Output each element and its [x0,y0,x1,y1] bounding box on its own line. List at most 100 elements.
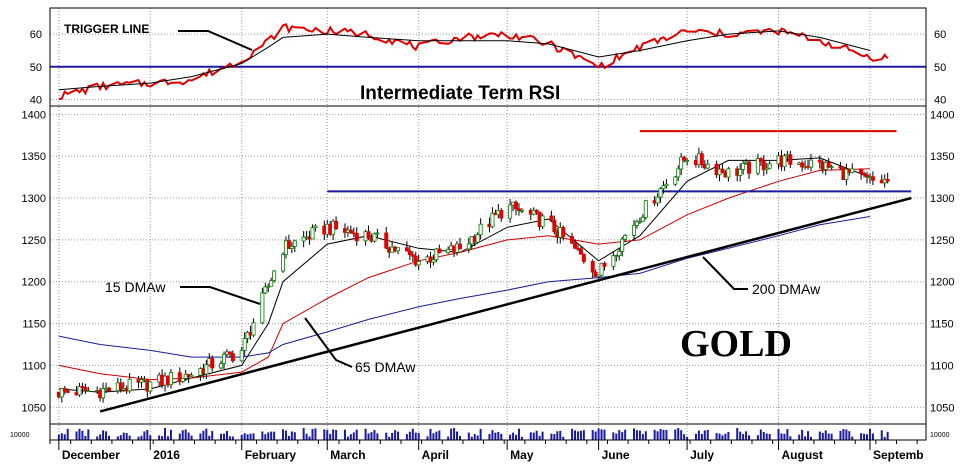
volume-bar [143,431,146,440]
candle-body [620,238,625,252]
volume-bar [715,433,718,440]
candle-body [222,353,227,364]
volume-bar [149,435,152,440]
volume-bar [529,432,532,440]
volume-bar [839,430,842,440]
candle-body [272,270,277,282]
volume-bar [314,428,317,440]
volume-bar [458,435,461,440]
volume-bar [706,429,709,440]
candle-body [519,209,524,212]
candle-body [242,338,247,351]
candle-body [289,246,294,249]
candle-body [266,285,271,288]
volume-bar [556,431,559,440]
y-tick-label-left: 1150 [22,319,46,331]
volume-bar [562,436,565,440]
y-tick-label-left: 1250 [22,235,46,247]
volume-bar [225,430,228,440]
volume-bar [582,430,585,440]
volume-bar [388,436,391,440]
volume-bar [78,428,81,440]
candle-body [747,161,752,174]
volume-bar [473,434,476,440]
volume-bar [208,435,211,440]
volume-bar [343,429,346,440]
volume-bar [703,430,706,440]
candle-body [366,231,371,239]
volume-bar [335,430,338,440]
candle-body [348,229,353,234]
volume-bar [718,433,721,440]
volume-bar [414,432,417,440]
volume-bar [405,434,408,440]
volume-bar [866,434,869,440]
volume-bar [517,428,520,440]
label-200dmaw: 200 DMAw [752,281,821,297]
volume-bar [520,436,523,440]
volume-bar [223,433,226,440]
volume-bar [267,432,270,440]
trigger-line-pointer [178,30,253,51]
candle-body [260,292,265,324]
volume-bar [311,428,314,440]
volume-bar [63,434,66,440]
volume-bar [178,433,181,440]
volume-bar [57,434,60,440]
y-tick-label-left: 1100 [22,360,46,372]
candle-body [673,176,678,185]
candle-body [640,216,645,222]
volume-bar [364,428,367,440]
volume-bar [809,436,812,440]
rsi-tick-label-right: 60 [934,29,946,41]
candle-body [599,262,604,276]
volume-bar [842,428,845,440]
candle-body [404,247,409,252]
volume-bar [479,428,482,440]
volume-bar [638,430,641,440]
volume-bar [694,433,697,440]
candle-body [334,220,339,230]
volume-bar [187,432,190,440]
price-panel [56,130,912,413]
x-tick-label: May [510,448,534,462]
x-tick-label: Septemb [873,448,924,462]
candle-body [859,168,864,174]
volume-bar [653,429,656,440]
volume-bar [818,431,821,440]
volume-bar [512,432,515,440]
volume-bar [488,433,491,440]
candle-body [679,156,684,170]
volume-bar [332,429,335,440]
candle-body [372,233,377,242]
volume-bar [249,433,252,440]
candle-body [658,188,663,198]
volume-bar [128,435,131,440]
volume-bar [228,436,231,440]
candle-body [286,240,291,249]
y-tick-label-right: 1250 [930,235,954,247]
volume-bar [252,433,255,440]
volume-bar [662,429,665,440]
volume-panel [57,428,889,440]
volume-bar [780,433,783,440]
volume-bar [220,433,223,440]
candle-body [65,390,70,393]
volume-bar [633,428,635,440]
candle-body [676,168,681,178]
candle-body [180,377,185,382]
candle-body [705,163,710,169]
volume-bar [305,433,308,440]
candle-body [407,250,412,255]
candle-body [310,227,315,240]
rsi-panel [50,23,926,101]
candle-body [838,166,843,169]
volume-bar [391,432,394,440]
candle-body [281,254,286,272]
y-tick-label-right: 1150 [930,319,954,331]
volume-bar [830,433,833,440]
volume-bar [494,432,497,440]
volume-bar [96,436,99,440]
candle-body [788,154,793,165]
volume-bar [435,431,438,440]
